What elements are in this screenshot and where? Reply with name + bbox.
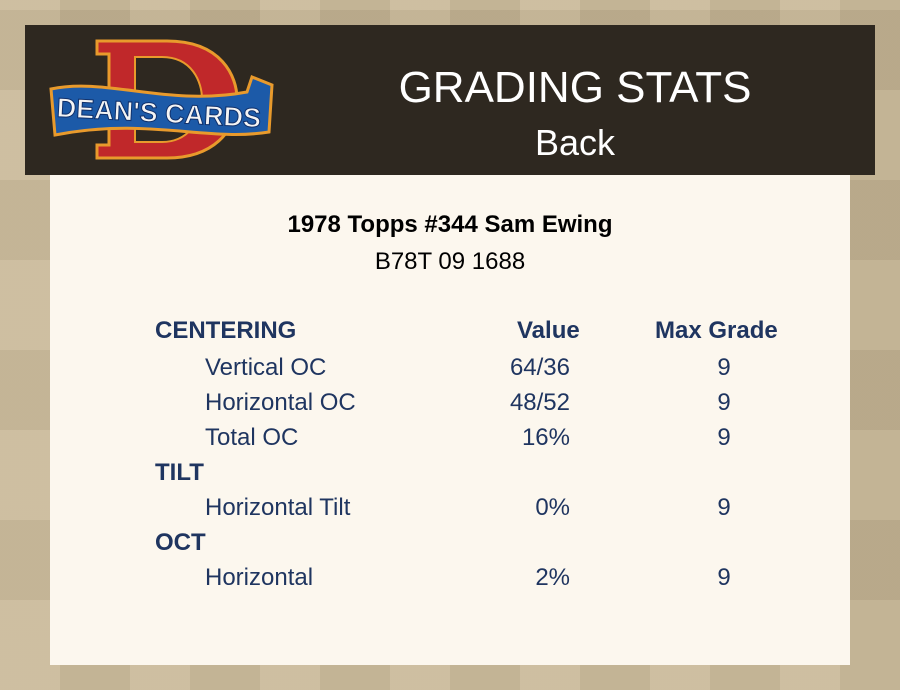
row-label: Vertical OC bbox=[205, 354, 327, 381]
row-value: 16% bbox=[521, 424, 570, 451]
row-max: 9 bbox=[717, 354, 731, 381]
row-max: 9 bbox=[717, 494, 731, 521]
section-title: TILT bbox=[155, 459, 204, 486]
section-title: CENTERING bbox=[155, 317, 297, 344]
row-label: Horizontal Tilt bbox=[205, 494, 351, 521]
row-value: 0% bbox=[535, 494, 570, 521]
table-row: Horizontal Tilt 0% 9 bbox=[50, 494, 850, 524]
stats-panel: 1978 Topps #344 Sam Ewing B78T 09 1688 C… bbox=[50, 175, 850, 665]
table-row: Horizontal 2% 9 bbox=[50, 564, 850, 594]
row-max: 9 bbox=[717, 424, 731, 451]
section-title: OCT bbox=[155, 529, 206, 556]
table-row: Horizontal OC 48/52 9 bbox=[50, 389, 850, 419]
row-label: Horizontal bbox=[205, 564, 314, 591]
col-header-max-grade: Max Grade bbox=[655, 317, 778, 344]
row-value: 64/36 bbox=[509, 354, 570, 381]
page-title: GRADING STATS bbox=[398, 63, 752, 112]
section-header-centering: CENTERING Value Max Grade bbox=[50, 317, 850, 347]
row-value: 48/52 bbox=[509, 389, 570, 416]
header-bar: DEAN'S CARDS GRADING STATS Back bbox=[25, 25, 875, 175]
row-value: 2% bbox=[535, 564, 570, 591]
card-name: 1978 Topps #344 Sam Ewing bbox=[287, 211, 613, 238]
section-header-oct: OCT bbox=[50, 529, 850, 559]
col-header-value: Value bbox=[517, 317, 580, 344]
table-row: Total OC 16% 9 bbox=[50, 424, 850, 454]
section-header-tilt: TILT bbox=[50, 459, 850, 489]
table-row: Vertical OC 64/36 9 bbox=[50, 354, 850, 384]
row-label: Horizontal OC bbox=[205, 389, 356, 416]
row-max: 9 bbox=[717, 564, 731, 591]
cert-number: B78T 09 1688 bbox=[374, 248, 526, 275]
row-max: 9 bbox=[717, 389, 731, 416]
deans-cards-logo: DEAN'S CARDS bbox=[49, 39, 274, 160]
row-label: Total OC bbox=[205, 424, 299, 451]
page-subtitle: Back bbox=[534, 122, 616, 163]
